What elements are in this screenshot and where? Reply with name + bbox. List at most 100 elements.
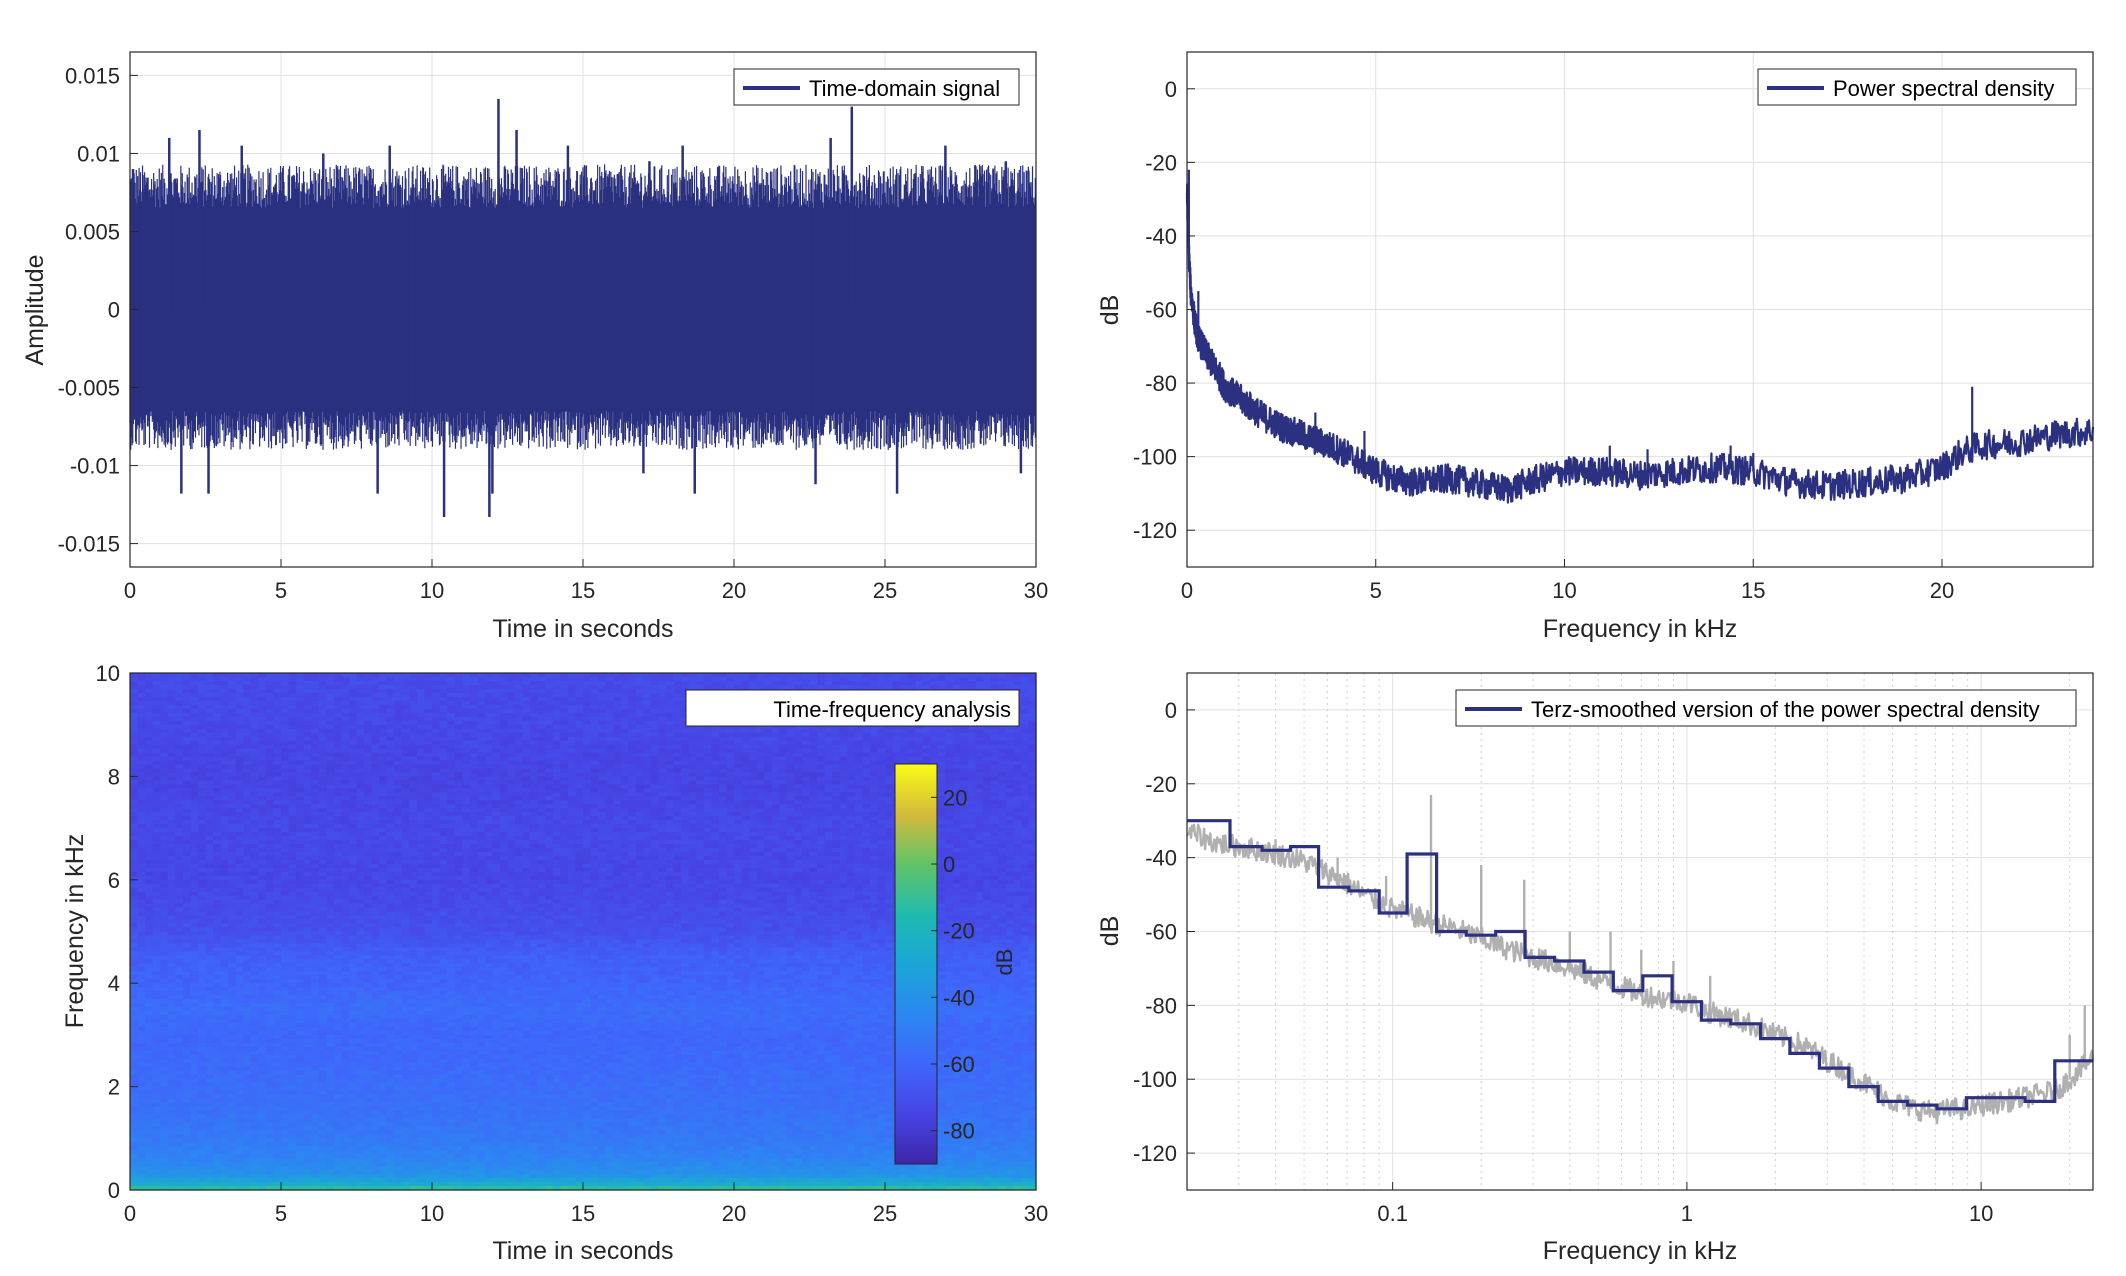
spectrogram-cell bbox=[213, 684, 222, 690]
spectrogram-cell bbox=[998, 673, 1007, 678]
spectrogram-cell bbox=[424, 772, 433, 777]
spectrogram-cell bbox=[703, 673, 712, 678]
spectrogram-cell bbox=[235, 776, 244, 781]
spectrogram-cell bbox=[507, 760, 516, 766]
spectrogram-cell bbox=[190, 740, 199, 746]
spectrogram-cell bbox=[265, 684, 275, 690]
spectrogram-cell bbox=[643, 700, 652, 706]
spectrogram-cell bbox=[1020, 780, 1030, 785]
spectrogram-cell bbox=[281, 736, 290, 742]
spectrogram-cell bbox=[635, 772, 644, 777]
spectrogram-cell bbox=[628, 708, 637, 714]
spectrogram-cell bbox=[265, 784, 275, 789]
spectrogram-cell bbox=[862, 756, 871, 762]
spectrogram-cell bbox=[666, 760, 675, 766]
spectrogram-cell bbox=[190, 708, 199, 714]
spectrogram-cell bbox=[311, 724, 320, 730]
spectrogram-cell bbox=[137, 760, 146, 766]
spectrogram-cell bbox=[900, 752, 909, 758]
spectrogram-cell bbox=[598, 756, 607, 762]
spectrogram-cell bbox=[333, 748, 342, 754]
spectrogram-cell bbox=[635, 780, 644, 785]
spectrogram-cell bbox=[190, 676, 199, 682]
spectrogram-cell bbox=[130, 716, 139, 722]
spectrogram-cell bbox=[726, 784, 735, 789]
spectrogram-cell bbox=[975, 784, 984, 789]
spectrogram-cell bbox=[137, 673, 146, 678]
spectrogram-cell bbox=[786, 756, 795, 762]
spectrogram-cell bbox=[228, 724, 237, 730]
spectrogram-cell bbox=[1028, 740, 1037, 746]
spectrogram-cell bbox=[598, 784, 607, 789]
spectrogram-cell bbox=[809, 724, 818, 730]
spectrogram-cell bbox=[348, 788, 358, 793]
spectrogram-cell bbox=[666, 744, 675, 750]
spectrogram-cell bbox=[205, 760, 214, 766]
spectrogram-cell bbox=[205, 728, 214, 734]
spectrogram-cell bbox=[311, 768, 320, 774]
spectrogram-cell bbox=[250, 744, 259, 750]
spectrogram-cell bbox=[303, 724, 312, 730]
spectrogram-cell bbox=[250, 688, 259, 694]
spectrogram-cell bbox=[205, 680, 214, 686]
spectrogram-cell bbox=[598, 720, 607, 726]
spectrogram-cell bbox=[696, 756, 705, 762]
spectrogram-cell bbox=[160, 776, 169, 781]
spectrogram-cell bbox=[281, 673, 290, 678]
spectrogram-cell bbox=[885, 680, 894, 686]
spectrogram-cell bbox=[990, 732, 999, 738]
spectrogram-cell bbox=[696, 724, 705, 730]
spectrogram-cell bbox=[877, 680, 886, 686]
spectrogram-cell bbox=[197, 716, 207, 722]
spectrogram-cell bbox=[560, 688, 569, 694]
spectrogram-cell bbox=[552, 748, 561, 754]
spectrogram-cell bbox=[688, 756, 697, 762]
spectrogram-cell bbox=[522, 708, 531, 714]
spectrogram-cell bbox=[243, 772, 252, 777]
spectrogram-cell bbox=[152, 756, 161, 762]
spectrogram-cell bbox=[432, 760, 441, 766]
spectrogram-cell bbox=[666, 692, 675, 698]
spectrogram-cell bbox=[341, 784, 350, 789]
spectrogram-cell bbox=[130, 688, 139, 694]
spectrogram-cell bbox=[583, 748, 592, 754]
spectrogram-cell bbox=[945, 680, 954, 686]
spectrogram-cell bbox=[371, 688, 380, 694]
spectrogram-cell bbox=[220, 692, 229, 698]
spectrogram-cell bbox=[635, 704, 644, 710]
spectrogram-cell bbox=[628, 684, 637, 690]
spectrogram-cell bbox=[945, 673, 954, 678]
spectrogram-cell bbox=[258, 732, 267, 738]
spectrogram-cell bbox=[175, 748, 184, 754]
spectrogram-cell bbox=[560, 772, 569, 777]
spectrogram-cell bbox=[635, 748, 644, 754]
spectrogram-cell bbox=[499, 688, 509, 694]
spectrogram-cell bbox=[658, 760, 667, 766]
spectrogram-cell bbox=[673, 776, 682, 781]
spectrogram-cell bbox=[281, 764, 290, 770]
spectrogram-cell bbox=[998, 784, 1007, 789]
spectrogram-cell bbox=[130, 720, 139, 726]
y-tick-label: -100 bbox=[1133, 445, 1177, 470]
spectrogram-cell bbox=[439, 780, 448, 785]
spectrogram-cell bbox=[673, 676, 682, 682]
spectrogram-cell bbox=[832, 676, 841, 682]
spectrogram-cell bbox=[998, 752, 1007, 758]
spectrogram-cell bbox=[620, 776, 629, 781]
spectrogram-cell bbox=[379, 748, 388, 754]
spectrogram-cell bbox=[432, 784, 441, 789]
spectrogram-cell bbox=[681, 788, 690, 793]
spectrogram-cell bbox=[492, 724, 501, 730]
spectrogram-cell bbox=[575, 724, 584, 730]
spectrogram-cell bbox=[409, 700, 418, 706]
spectrogram-cell bbox=[975, 776, 984, 781]
spectrogram-cell bbox=[175, 780, 184, 785]
spectrogram-cell bbox=[515, 736, 524, 742]
spectrogram-cell bbox=[371, 680, 380, 686]
spectrogram-cell bbox=[658, 720, 667, 726]
spectrogram-cell bbox=[794, 768, 803, 774]
spectrogram-cell bbox=[869, 780, 879, 785]
spectrogram-cell bbox=[726, 768, 735, 774]
spectrogram-cell bbox=[130, 784, 139, 789]
spectrogram-cell bbox=[333, 772, 342, 777]
